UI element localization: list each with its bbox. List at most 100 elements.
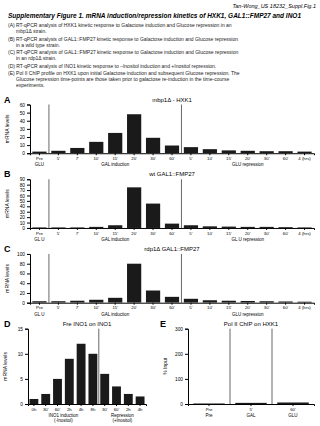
- tick-label: Pre: [36, 156, 43, 161]
- tick-label: 4h: [138, 407, 143, 412]
- bar: [165, 224, 179, 228]
- tick-label: 4 (hrs): [298, 231, 311, 236]
- tick-label: 5: [20, 377, 23, 382]
- bar: [88, 354, 97, 404]
- y-label: % Input: [162, 357, 168, 375]
- section-label: GLU: [35, 162, 44, 167]
- tick: 100: [175, 377, 188, 382]
- bar: [241, 151, 255, 153]
- tick-label: 0: [22, 301, 25, 306]
- tick: 40: [20, 204, 30, 209]
- tick-label: 60: [20, 194, 26, 199]
- text-line: GAL induction: [101, 312, 130, 317]
- tick-label: 15: [18, 327, 24, 332]
- tick: 4h: [79, 404, 84, 412]
- tick: 4 (hrs): [298, 303, 311, 311]
- tick-mark: [27, 206, 30, 207]
- tick: 20': [245, 153, 251, 161]
- tick-label: 5': [189, 305, 192, 310]
- y-axis: 051015: [18, 327, 29, 407]
- bar: [203, 300, 217, 302]
- tick-mark: [27, 264, 30, 265]
- separator: [272, 329, 273, 404]
- bar: [51, 301, 65, 302]
- tick: 4 (hrs): [298, 228, 311, 236]
- tick: 30: [20, 210, 30, 215]
- tick: 60': [283, 228, 289, 236]
- title: Supplementary Figure 1. mRNA induction/r…: [8, 12, 301, 20]
- text-line: GLU repression: [232, 162, 264, 167]
- text-line: GAL: [246, 413, 256, 418]
- bar: [146, 204, 160, 228]
- tick-mark: [185, 354, 188, 355]
- tick-label: 30: [20, 127, 26, 132]
- tick: 15': [226, 228, 232, 236]
- tick-label: 7': [76, 156, 79, 161]
- tick: 4h: [138, 404, 143, 412]
- tick-label: Pre: [206, 407, 213, 412]
- tick-label: 60: [20, 271, 26, 276]
- tick: 15': [226, 153, 232, 161]
- text-line: experiments.: [16, 82, 45, 88]
- tick-label: 300: [175, 327, 183, 332]
- tick-mark: [185, 404, 188, 405]
- x-axis: Pre5'7'10'15'20'30'60'5'10'15'20'30'60'4…: [31, 153, 315, 161]
- tick: 60': [290, 404, 296, 412]
- tick-mark: [27, 105, 30, 106]
- tick-label: 30': [264, 305, 270, 310]
- bar: [108, 298, 122, 303]
- bar: [222, 150, 236, 153]
- text-line: in an rdp1Δ strain.: [16, 55, 56, 61]
- tick: 4 (hrs): [298, 153, 311, 161]
- y-label: mRNA levels: [2, 352, 8, 381]
- bar: [127, 114, 141, 153]
- tick: 5': [189, 303, 192, 311]
- tick-label: 30': [102, 407, 108, 412]
- tick-label: 20': [131, 156, 137, 161]
- bar: [32, 301, 46, 302]
- tick-mark: [27, 185, 30, 186]
- bar: [203, 149, 217, 153]
- tick: 5: [20, 377, 28, 382]
- tick: 20: [20, 215, 30, 220]
- tick: 60': [169, 303, 175, 311]
- text-line: Pre: [205, 413, 213, 418]
- bar: [70, 227, 84, 228]
- tick-label: 30': [264, 231, 270, 236]
- separator: [48, 254, 49, 303]
- text-line: GLU: [288, 413, 297, 418]
- tick-mark: [27, 145, 30, 146]
- tick: 60: [20, 194, 30, 199]
- tick-label: 10': [207, 305, 213, 310]
- tick: 10: [20, 143, 30, 148]
- bar: [127, 187, 141, 228]
- y-label: mRNA levels: [4, 264, 10, 293]
- tick-label: 10: [20, 143, 26, 148]
- bar: [89, 142, 103, 153]
- section-label: Repression(+Inositol): [111, 413, 134, 423]
- axis-line: [27, 254, 31, 303]
- tick-label: 30': [150, 156, 156, 161]
- bar: [260, 301, 274, 302]
- bar: [277, 402, 309, 404]
- tick-mark: [27, 129, 30, 130]
- tick-mark: [27, 254, 30, 255]
- tick: 60': [283, 153, 289, 161]
- tick-label: 10: [20, 221, 26, 226]
- section-label: GL U: [34, 237, 44, 242]
- axis-line: [25, 329, 29, 404]
- tick-label: 5': [189, 231, 192, 236]
- tick-label: 2h: [67, 407, 72, 412]
- tick-label: 4h: [79, 407, 84, 412]
- bar: [89, 227, 103, 228]
- bar: [108, 225, 122, 228]
- text-line: GL U: [34, 312, 44, 317]
- tick: 60': [55, 404, 61, 412]
- tick: 10': [93, 153, 99, 161]
- bar: [222, 227, 236, 228]
- tick-label: 15': [112, 305, 118, 310]
- section-label: GLU repression: [232, 162, 264, 167]
- panel-letter: D: [4, 319, 11, 329]
- bar: [108, 133, 122, 153]
- panel-title: Fre INO1 on INO1: [63, 321, 112, 327]
